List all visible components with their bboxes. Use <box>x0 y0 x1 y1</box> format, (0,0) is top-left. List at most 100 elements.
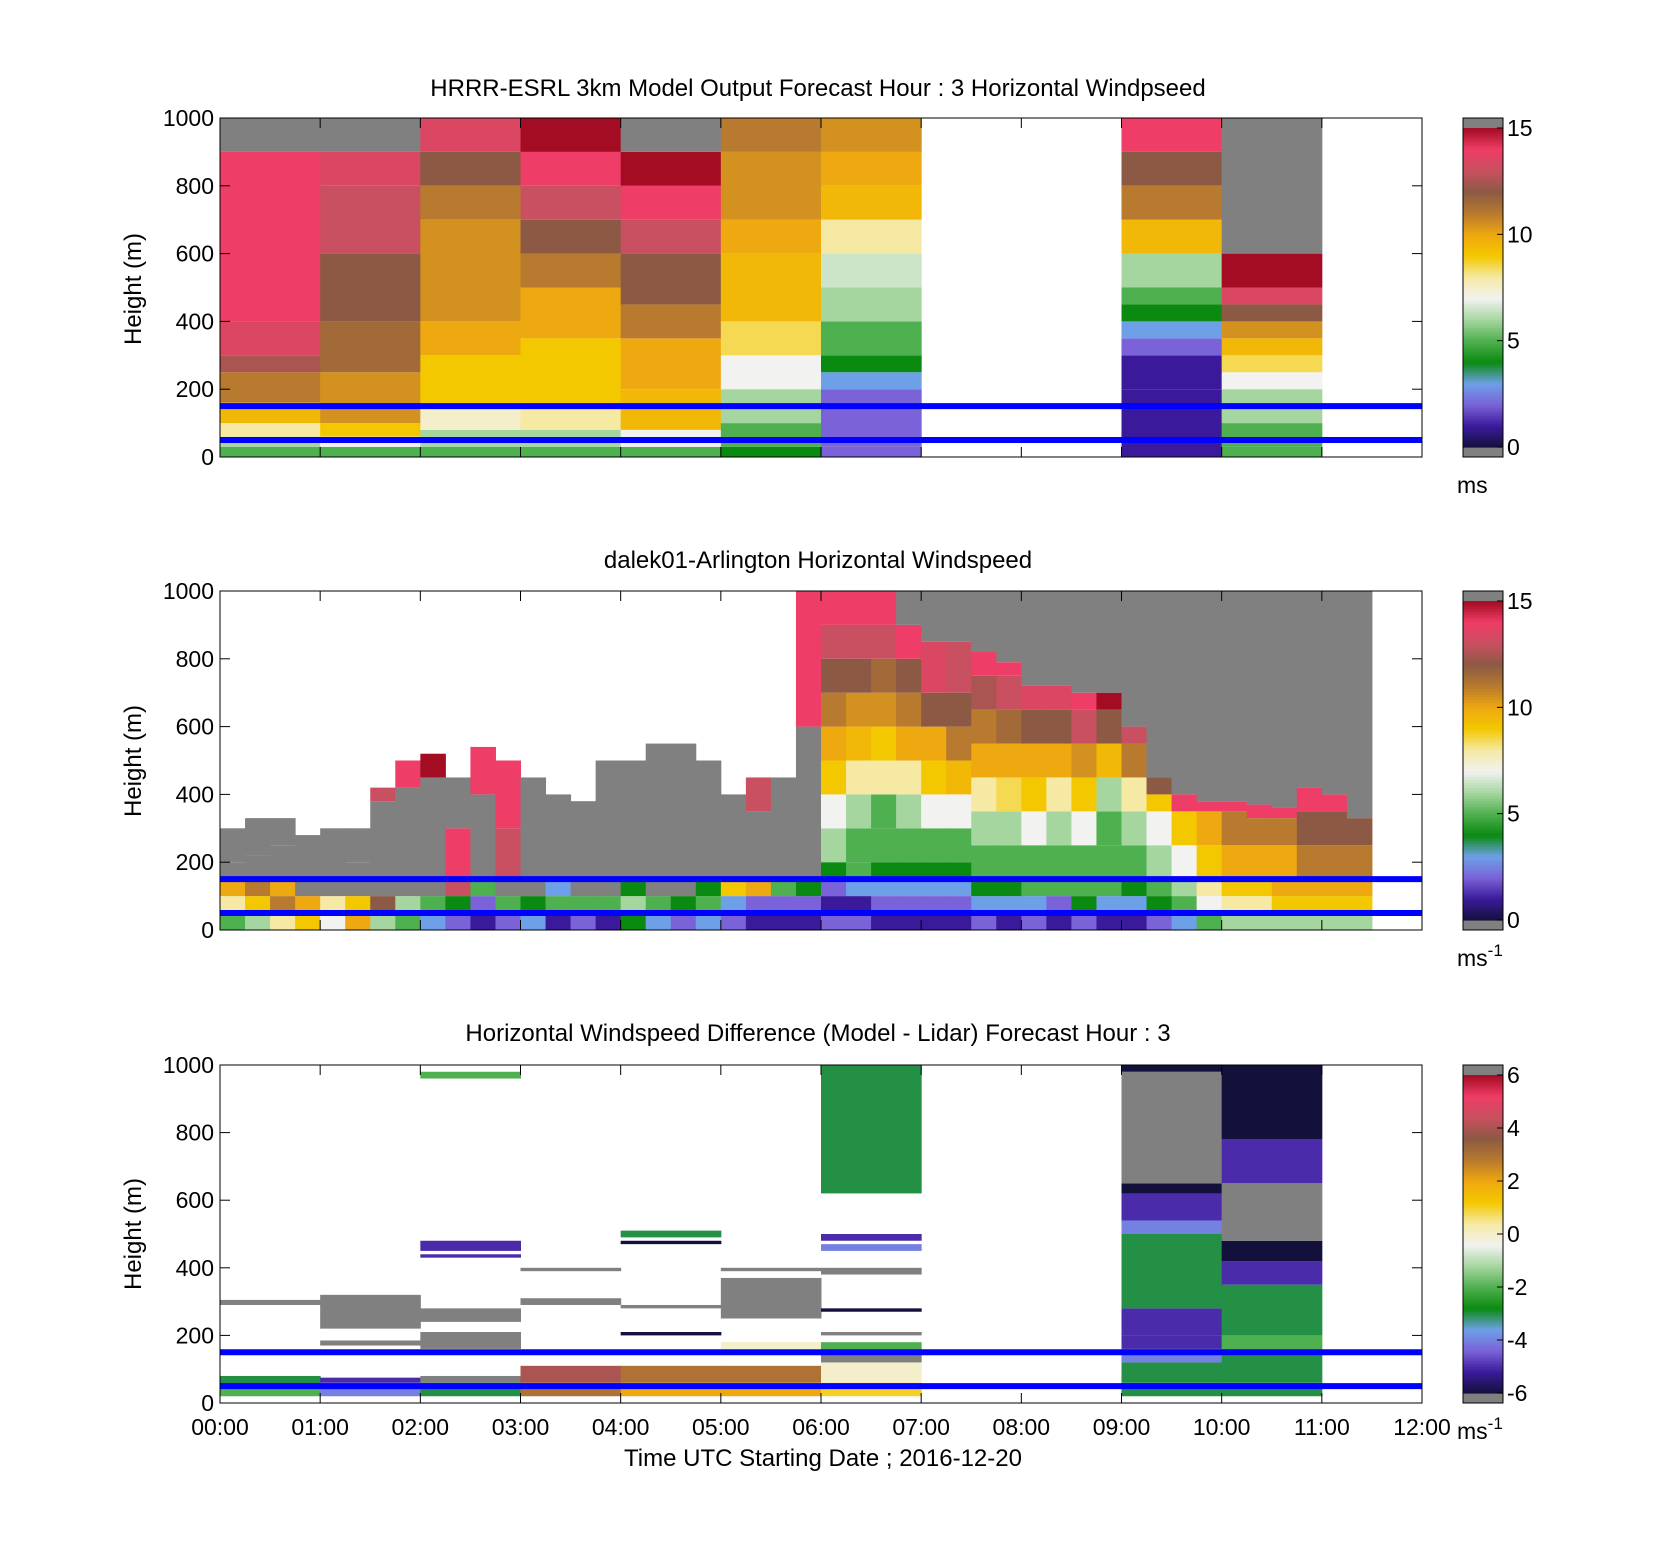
colorbar-swatch <box>1463 284 1503 289</box>
heatmap-cell <box>220 355 321 373</box>
heatmap-cell <box>720 219 822 254</box>
heatmap-cell <box>996 591 1022 663</box>
heatmap-cell <box>1071 896 1097 914</box>
heatmap-cell <box>220 1386 321 1397</box>
colorbar-cap <box>1463 920 1503 930</box>
colorbar-swatch <box>1463 223 1503 227</box>
colorbar-swatch <box>1463 1260 1503 1264</box>
heatmap-cell <box>821 913 847 930</box>
colorbar-swatch <box>1463 345 1503 350</box>
colorbar-swatch <box>1463 1096 1503 1100</box>
heatmap-cell <box>1246 818 1273 846</box>
colorbar-swatch <box>1463 619 1503 623</box>
heatmap-cell <box>570 879 597 897</box>
colorbar-swatch <box>1463 611 1503 615</box>
heatmap-cell <box>720 913 747 930</box>
colorbar-swatch <box>1463 167 1503 172</box>
heatmap-cell <box>871 828 897 863</box>
colorbar-swatch <box>1463 143 1503 148</box>
colorbar-swatch <box>1463 622 1503 626</box>
colorbar-swatch <box>1463 834 1503 839</box>
heatmap-cell <box>220 1299 321 1305</box>
colorbar-swatch <box>1463 818 1503 823</box>
heatmap-cell <box>520 338 622 407</box>
heatmap-cell <box>1296 879 1323 897</box>
model-colorbar: 0 5 10 15 ms <box>1457 115 1533 498</box>
colorbar-swatch <box>1463 904 1503 908</box>
heatmap-cell <box>1046 879 1072 897</box>
heatmap-cell <box>846 726 872 761</box>
heatmap-cell <box>520 406 622 430</box>
heatmap-cell <box>1221 253 1323 288</box>
colorbar-swatch <box>1463 723 1503 727</box>
x-tick-label: 10:00 <box>1193 1414 1251 1440</box>
heatmap-cell <box>1121 1071 1223 1184</box>
colorbar-swatch <box>1463 1326 1503 1330</box>
heatmap-cell <box>445 828 471 880</box>
heatmap-cell <box>1096 896 1122 914</box>
colorbar-swatch <box>1463 1135 1503 1140</box>
heatmap-cell <box>1146 879 1173 897</box>
colorbar-swatch <box>1463 635 1503 639</box>
heatmap-cell <box>896 862 922 880</box>
heatmap-cell <box>971 896 997 914</box>
y-tick-label: 800 <box>176 646 214 672</box>
difference-reference-lines <box>220 1349 1422 1390</box>
heatmap-cell <box>896 726 922 761</box>
colorbar-swatch <box>1463 266 1503 270</box>
heatmap-cell <box>1221 304 1323 322</box>
heatmap-cell <box>1146 591 1173 778</box>
colorbar-swatch <box>1463 319 1503 323</box>
colorbar-swatch <box>1463 1120 1503 1124</box>
model-heatmap <box>220 118 1323 457</box>
y-tick-label: 600 <box>176 241 214 267</box>
heatmap-cell <box>1096 709 1122 744</box>
colorbar-swatch <box>1463 431 1503 435</box>
heatmap-cell <box>645 896 672 914</box>
colorbar-swatch <box>1463 258 1503 262</box>
heatmap-cell <box>1296 811 1323 846</box>
colorbar-swatch <box>1463 186 1503 190</box>
heatmap-cell <box>1046 685 1072 710</box>
heatmap-cell <box>1071 811 1097 846</box>
colorbar-swatch <box>1463 1218 1503 1222</box>
heatmap-cell <box>595 760 622 880</box>
colorbar-swatch <box>1463 1223 1503 1227</box>
heatmap-cell <box>720 794 747 880</box>
time-tick-labels: 00:00 01:00 02:00 03:00 04:00 05:00 06:00 07:00… <box>191 1414 1451 1440</box>
heatmap-cell <box>620 185 722 220</box>
heatmap-cell <box>270 896 296 914</box>
colorbar-swatch <box>1463 353 1503 358</box>
heatmap-cell <box>1146 777 1173 795</box>
colorbar-swatch <box>1463 755 1503 759</box>
colorbar-tick-label: -2 <box>1507 1274 1527 1300</box>
heatmap-cell <box>1196 801 1223 812</box>
colorbar-swatch <box>1463 221 1503 225</box>
colorbar-cap <box>1463 1065 1503 1075</box>
heatmap-cell <box>720 253 822 322</box>
colorbar-swatch <box>1463 332 1503 336</box>
heatmap-cell <box>420 1254 521 1258</box>
colorbar-swatch <box>1463 874 1503 879</box>
colorbar-swatch <box>1463 667 1503 671</box>
colorbar-swatch <box>1463 811 1503 815</box>
heatmap-cell <box>620 1332 722 1336</box>
heatmap-cell <box>720 446 822 457</box>
heatmap-cell <box>921 828 947 863</box>
colorbar-swatch <box>1463 614 1503 618</box>
heatmap-cell <box>520 879 547 897</box>
heatmap-cell <box>971 913 997 930</box>
colorbar-swatch <box>1463 608 1503 613</box>
lidar-panel-title: dalek01-Arlington Horizontal Windspeed <box>604 547 1032 574</box>
colorbar-swatch <box>1463 218 1503 222</box>
heatmap-cell <box>495 828 521 880</box>
heatmap-cell <box>846 658 872 693</box>
heatmap-cell <box>1021 709 1047 744</box>
colorbar-swatch <box>1463 271 1503 275</box>
heatmap-cell <box>871 760 897 795</box>
colorbar-cap <box>1463 1393 1503 1403</box>
heatmap-cell <box>395 896 421 914</box>
colorbar-swatch <box>1463 436 1503 440</box>
heatmap-cell <box>1246 913 1273 930</box>
heatmap-cell <box>345 896 371 914</box>
